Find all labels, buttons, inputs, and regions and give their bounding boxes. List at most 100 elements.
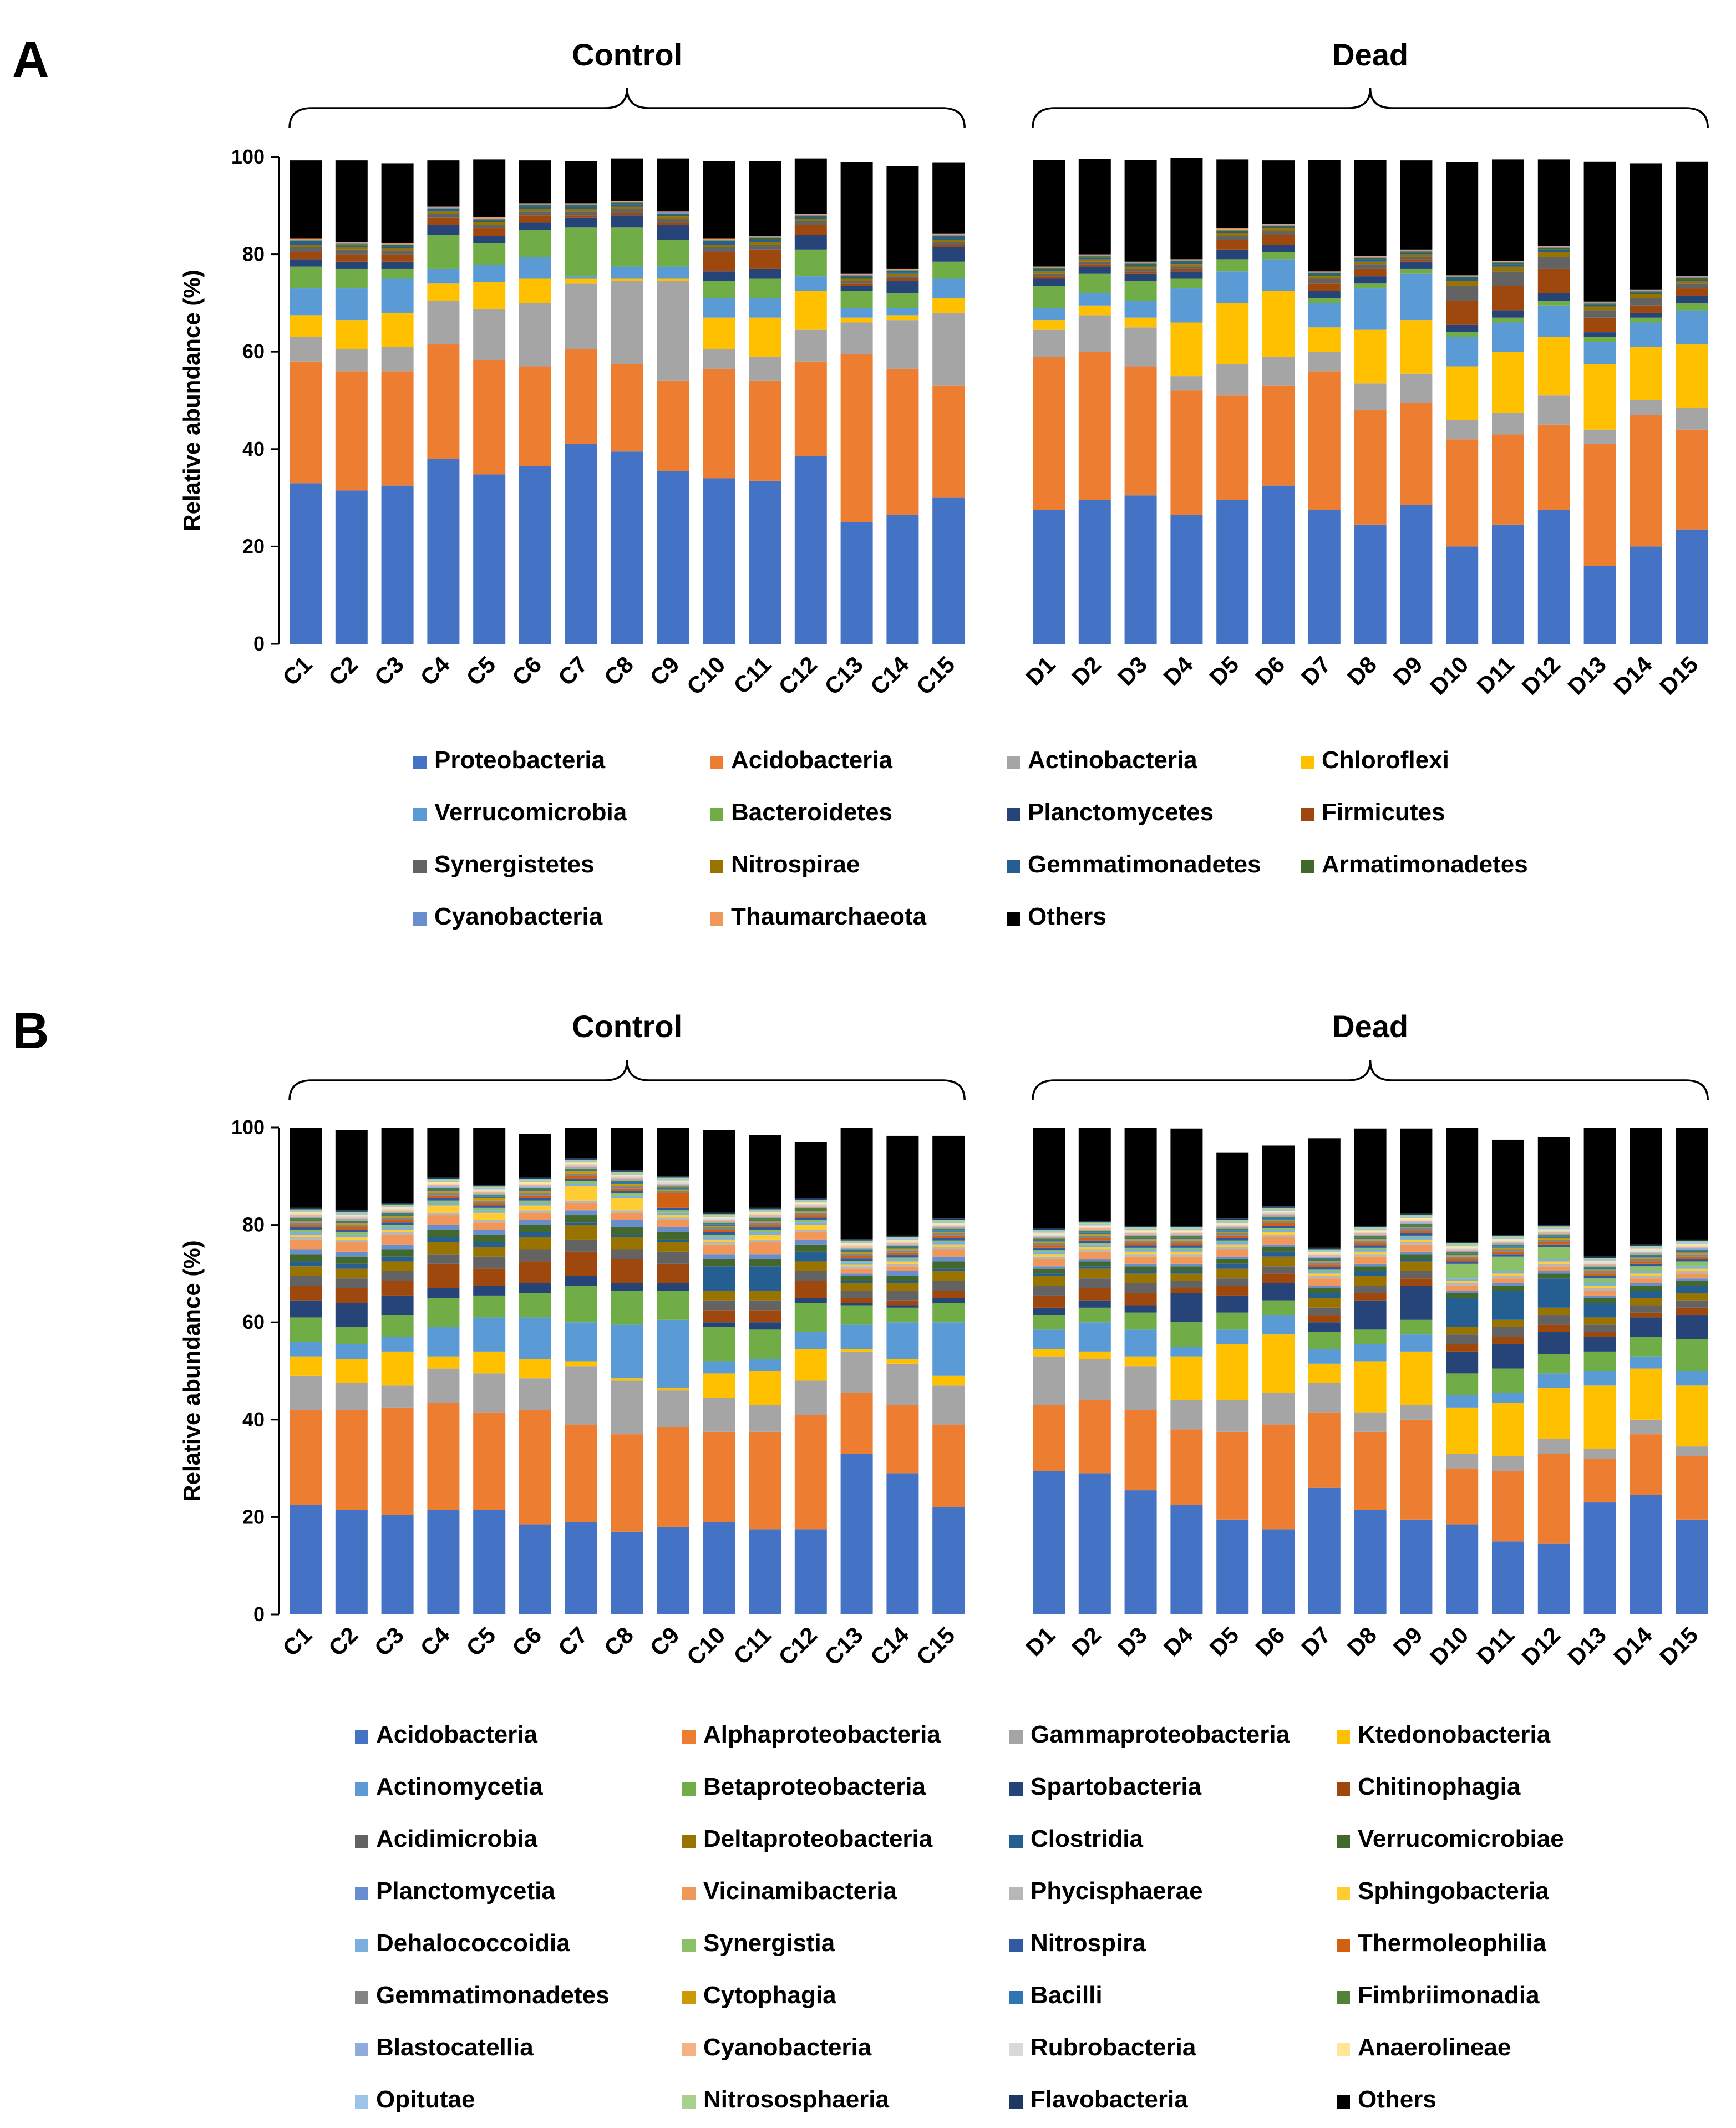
bar-segment-acidimicrobia <box>749 1300 781 1311</box>
legend-item: Thaumarchaeota <box>710 903 927 930</box>
bar-segment-fimbriimonadia <box>290 1218 322 1220</box>
bar-segment-acidobacteria <box>1446 1524 1479 1614</box>
bar-segment-flavobacteria <box>794 1198 827 1200</box>
bar-segment-acidimicrobia <box>611 1249 643 1259</box>
bar-segment-actinomycetia <box>1262 1315 1295 1335</box>
bar-segment-chloroflexi <box>565 278 597 284</box>
bar-segment-armatimonadetes <box>1170 261 1203 263</box>
bar-segment-deltaproteobacteria <box>794 1261 827 1272</box>
bar-segment-bacteroidetes <box>1124 281 1157 301</box>
bar-segment-chitinophagia <box>290 1286 322 1301</box>
bar-segment-rubrobacteria <box>886 1241 919 1243</box>
bar-segment-firmicutes <box>611 212 643 216</box>
bar-segment-bacteroidetes <box>381 268 414 279</box>
bar-segment-fimbriimonadia <box>1124 1236 1157 1238</box>
bar-segment-nitrospira <box>1492 1254 1524 1257</box>
bar-segment-deltaproteobacteria <box>1630 1298 1662 1306</box>
bar-segment-cyanobacteria <box>1033 1235 1065 1237</box>
bar-segment-nitrospirae <box>1583 306 1616 311</box>
bar-segment-chitinophagia <box>1446 1344 1479 1352</box>
bar-segment-acidobacteria <box>290 1505 322 1614</box>
bar-segment-synergistetes <box>1537 256 1570 269</box>
bar-segment-acidobacteria <box>1354 410 1387 525</box>
bar-d5 <box>1216 159 1249 644</box>
bar-segment-gammaproteobacteria <box>840 1351 873 1393</box>
bar-segment-others <box>840 162 873 274</box>
bar-segment-clostridia <box>519 1232 551 1237</box>
bar-segment-blastocatellia <box>1216 1227 1249 1229</box>
bar-segment-verrucomicrobia <box>657 266 689 279</box>
bar-segment-bacilli <box>1676 1251 1708 1253</box>
bar-segment-cytophagia <box>1400 1227 1433 1228</box>
legend-swatch <box>355 2043 368 2056</box>
bar-segment-cyanobacteria <box>794 1205 827 1207</box>
bar-segment-betaproteobacteria <box>1170 1322 1203 1347</box>
bar-segment-verrucomicrobia <box>1354 288 1387 330</box>
bar-segment-firmicutes <box>840 283 873 286</box>
bar-segment-acidimicrobia <box>381 1271 414 1281</box>
bar-segment-gemmatimonadetes <box>1446 278 1479 281</box>
legend-label: Proteobacteria <box>434 746 606 774</box>
bar-c13 <box>840 162 873 644</box>
bar-segment-gammaproteobacteria <box>1262 1393 1295 1425</box>
bar-segment-proteobacteria <box>1400 505 1433 644</box>
legend-swatch <box>682 2095 696 2109</box>
bar-segment-gemmatimonadetes <box>1170 262 1203 265</box>
bar-segment-planctomycetia <box>886 1271 919 1276</box>
bar-segment-cyanobacteria <box>1124 1233 1157 1235</box>
bar-segment-acidimicrobia <box>1630 1305 1662 1313</box>
bar-segment-chloroflexi <box>335 320 368 349</box>
bar-segment-ktedonobacteria <box>932 1375 965 1386</box>
bar-segment-nitrososphaeria <box>335 1211 368 1213</box>
bar-segment-synergistetes <box>1170 266 1203 269</box>
bar-segment-chloroflexi <box>794 291 827 330</box>
legend-swatch <box>1007 912 1020 926</box>
bar-segment-dehalococcoidia <box>1446 1278 1479 1281</box>
bar-segment-synergistetes <box>427 214 460 218</box>
bar-segment-chitinophagia <box>1583 1332 1616 1337</box>
bar-segment-verrucomicrobiae <box>794 1244 827 1252</box>
legend-item: Clostridia <box>1009 1825 1143 1852</box>
bar-segment-deltaproteobacteria <box>611 1237 643 1250</box>
bar-segment-planctomycetes <box>1262 245 1295 252</box>
bar-segment-flavobacteria <box>703 1212 735 1215</box>
legend-item: Proteobacteria <box>413 746 606 774</box>
bar-segment-gemmatimonadetes <box>932 1233 965 1236</box>
bar-segment-opitutae <box>657 1179 689 1181</box>
bar-segment-chloroflexi <box>1033 320 1065 330</box>
bar-segment-synergistetes <box>611 209 643 213</box>
legend-swatch <box>682 1991 696 2004</box>
bar-segment-flavobacteria <box>611 1170 643 1172</box>
bar-segment-actinomycetia <box>290 1342 322 1357</box>
bar-segment-cyanobacteria <box>1124 262 1157 264</box>
bar-segment-fimbriimonadia <box>1078 1231 1111 1233</box>
bar-segment-betaproteobacteria <box>381 1315 414 1337</box>
bar-segment-sphingobacteria <box>657 1215 689 1218</box>
bar-segment-gammaproteobacteria <box>335 1383 368 1410</box>
bar-d2 <box>1078 1128 1111 1614</box>
bar-segment-anaerolineae <box>1354 1230 1387 1232</box>
bar-segment-actinobacteria <box>1216 364 1249 396</box>
bar-segment-clostridia <box>1583 1303 1616 1318</box>
bar-segment-blastocatellia <box>840 1247 873 1250</box>
bar-segment-others <box>381 163 414 243</box>
bar-segment-anaerolineae <box>1492 1239 1524 1241</box>
bar-segment-alphaproteobacteria <box>749 1431 781 1530</box>
legend-label: Acidimicrobia <box>376 1825 537 1852</box>
bar-segment-acidobacteria <box>427 1510 460 1614</box>
bar-segment-nitrospira <box>886 1255 919 1258</box>
bar-segment-phycisphaerae <box>1583 1288 1616 1291</box>
bar-segment-ktedonobacteria <box>335 1359 368 1383</box>
bar-segment-thermoleophilia <box>657 1193 689 1208</box>
bar-segment-gemmatimonadetes <box>1676 1254 1708 1257</box>
bar-d9 <box>1400 160 1433 644</box>
bar-segment-chloroflexi <box>886 315 919 321</box>
bar-segment-others <box>703 1130 735 1213</box>
bar-segment-gemmatimonadetes <box>1216 232 1249 233</box>
bar-segment-verrucomicrobiae <box>565 1215 597 1223</box>
bar-segment-actinobacteria <box>1537 395 1570 425</box>
bar-segment-flavobacteria <box>1033 1228 1065 1230</box>
bar-segment-nitrospirae <box>703 245 735 247</box>
bar-segment-actinomycetia <box>381 1337 414 1352</box>
bar-segment-acidobacteria <box>886 368 919 515</box>
